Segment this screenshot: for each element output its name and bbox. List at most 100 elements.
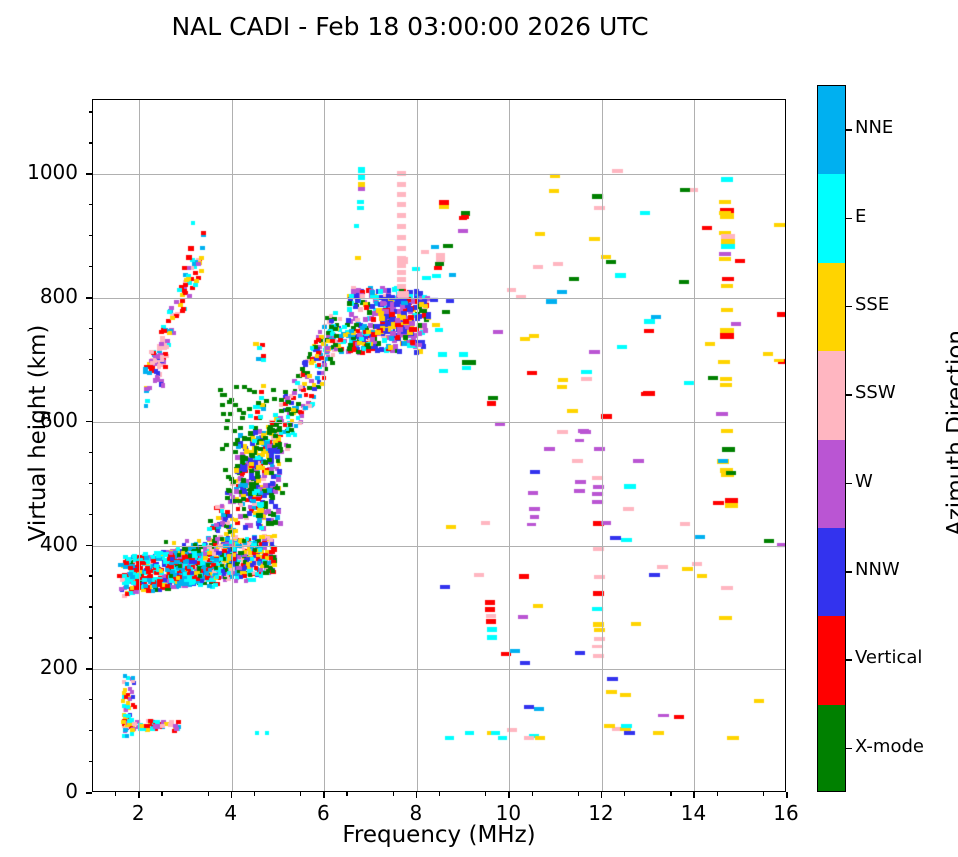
y-tick-minor bbox=[88, 389, 92, 391]
gridline-horizontal bbox=[93, 298, 785, 299]
colorbar-segment bbox=[818, 174, 845, 263]
gridline-vertical bbox=[416, 100, 418, 791]
gridline-vertical bbox=[509, 100, 511, 791]
y-tick-minor bbox=[88, 451, 92, 453]
y-tick-minor bbox=[88, 358, 92, 361]
y-tick-major bbox=[86, 668, 92, 670]
x-tick-minor bbox=[115, 792, 117, 796]
y-tick-label: 400 bbox=[39, 531, 78, 556]
x-tick-major bbox=[138, 792, 140, 798]
gridline-horizontal bbox=[93, 174, 785, 176]
y-tick-minor bbox=[88, 575, 92, 577]
y-tick-minor bbox=[88, 513, 92, 515]
colorbar-tick bbox=[846, 305, 852, 308]
gridline-horizontal bbox=[93, 421, 785, 423]
x-tick-minor bbox=[762, 792, 765, 796]
x-axis-label: Frequency (MHz) bbox=[342, 822, 536, 848]
x-tick-major bbox=[693, 792, 695, 798]
x-tick-label: 16 bbox=[773, 801, 799, 825]
y-tick-major bbox=[86, 173, 92, 175]
y-tick-label: 200 bbox=[39, 655, 78, 680]
gridline-vertical bbox=[694, 100, 696, 791]
y-tick-minor bbox=[88, 730, 92, 732]
colorbar-segment bbox=[818, 262, 845, 352]
colorbar-segment bbox=[818, 439, 845, 528]
colorbar-segment bbox=[818, 351, 845, 440]
y-tick-minor bbox=[88, 204, 92, 206]
x-tick-major bbox=[415, 792, 418, 798]
gridline-vertical bbox=[231, 100, 233, 791]
y-tick-label: 800 bbox=[39, 284, 78, 308]
x-tick-major bbox=[230, 792, 233, 798]
x-tick-label: 6 bbox=[316, 801, 330, 825]
y-tick-minor bbox=[88, 327, 92, 330]
plot-area bbox=[92, 99, 786, 792]
x-tick-minor bbox=[577, 792, 579, 796]
colorbar-tick bbox=[846, 747, 852, 750]
colorbar-segment bbox=[818, 704, 845, 791]
y-tick-minor bbox=[88, 482, 92, 484]
y-tick-major bbox=[86, 792, 92, 794]
colorbar-label-w: W bbox=[855, 470, 873, 492]
x-tick-minor bbox=[300, 792, 302, 796]
x-tick-minor bbox=[624, 792, 626, 796]
colorbar-tick bbox=[846, 217, 852, 220]
colorbar-label-vertical: Vertical bbox=[855, 647, 923, 669]
colorbar-label-nnw: NNW bbox=[855, 559, 900, 581]
y-tick-minor bbox=[88, 142, 92, 144]
x-tick-minor bbox=[439, 792, 441, 796]
gridline-horizontal bbox=[93, 669, 785, 671]
x-tick-major bbox=[508, 792, 510, 798]
colorbar-label-ssw: SSW bbox=[855, 382, 896, 404]
x-tick-minor bbox=[207, 792, 209, 796]
x-tick-minor bbox=[531, 792, 533, 796]
colorbar-tick bbox=[846, 659, 852, 661]
x-tick-minor bbox=[161, 792, 163, 796]
y-tick-label: 1000 bbox=[27, 160, 78, 185]
x-tick-minor bbox=[253, 792, 256, 796]
colorbar-segment bbox=[818, 527, 845, 617]
gridline-vertical bbox=[601, 100, 603, 791]
gridline-vertical bbox=[324, 100, 326, 791]
y-tick-major bbox=[86, 420, 92, 423]
x-tick-minor bbox=[346, 792, 348, 796]
y-tick-minor bbox=[88, 235, 92, 237]
x-tick-major bbox=[323, 792, 325, 798]
x-tick-minor bbox=[670, 792, 672, 796]
y-axis-label: Virtual height (km) bbox=[25, 324, 51, 542]
y-tick-minor bbox=[88, 699, 92, 701]
x-tick-minor bbox=[716, 792, 718, 796]
y-tick-label: 600 bbox=[39, 407, 78, 432]
x-tick-minor bbox=[485, 792, 487, 796]
x-tick-label: 10 bbox=[495, 801, 522, 825]
x-tick-minor bbox=[392, 792, 394, 796]
colorbar-segment bbox=[818, 616, 845, 705]
colorbar-label-e: E bbox=[855, 205, 867, 227]
page-title: NAL CADI - Feb 18 03:00:00 2026 UTC bbox=[171, 12, 649, 41]
y-tick-major bbox=[86, 297, 92, 299]
colorbar-label-sse: SSE bbox=[855, 293, 890, 315]
x-tick-major bbox=[600, 792, 603, 798]
x-tick-label: 14 bbox=[680, 801, 707, 825]
colorbar-label-x-mode: X-mode bbox=[855, 735, 924, 757]
x-tick-label: 12 bbox=[588, 801, 614, 825]
y-tick-minor bbox=[88, 606, 92, 608]
x-tick-label: 8 bbox=[409, 801, 423, 825]
x-tick-label: 2 bbox=[131, 801, 145, 825]
y-tick-minor bbox=[88, 637, 92, 639]
colorbar-tick bbox=[846, 129, 852, 131]
colorbar-tick bbox=[846, 482, 852, 485]
y-tick-minor bbox=[88, 761, 92, 763]
azimuth-colorbar bbox=[817, 85, 846, 792]
colorbar-title: Azimuth Direction bbox=[943, 330, 958, 536]
y-tick-minor bbox=[88, 111, 92, 113]
gridline-vertical bbox=[139, 100, 141, 791]
x-tick-major bbox=[786, 792, 788, 798]
y-tick-minor bbox=[88, 266, 92, 268]
x-tick-label: 4 bbox=[224, 801, 238, 825]
y-tick-label: 0 bbox=[65, 779, 78, 803]
colorbar-tick bbox=[846, 571, 852, 573]
ionogram-scatter-canvas bbox=[93, 100, 785, 791]
colorbar-label-nne: NNE bbox=[855, 117, 894, 139]
